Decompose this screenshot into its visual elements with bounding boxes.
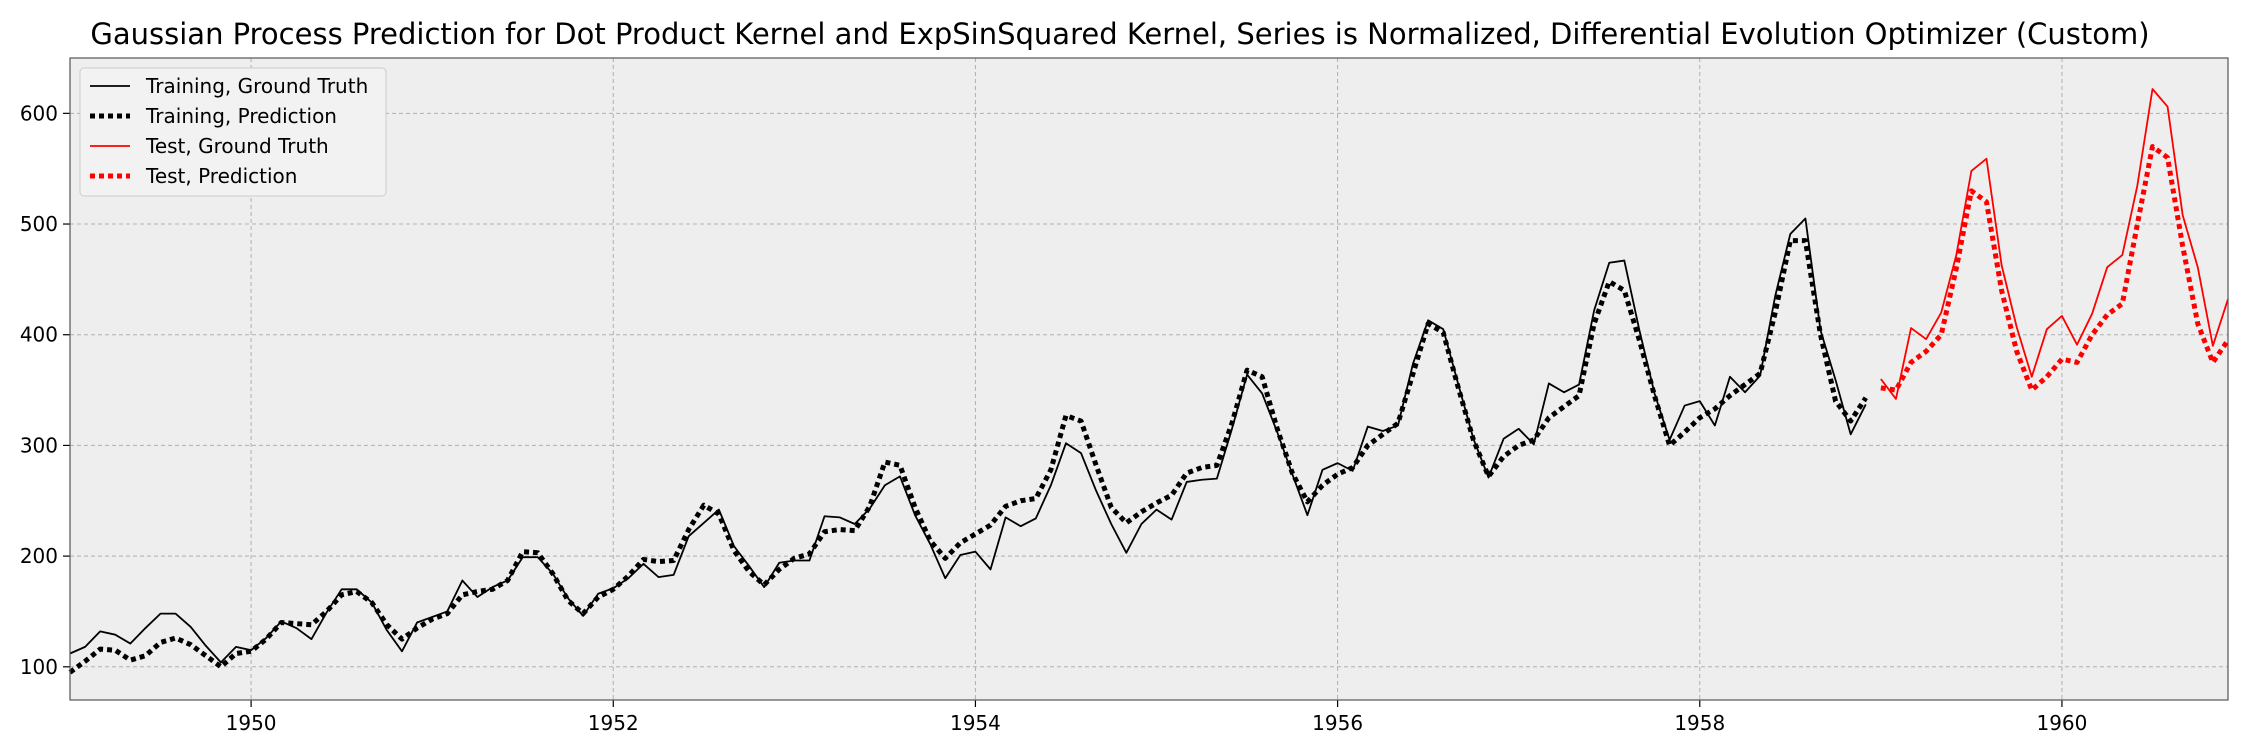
plot-frame — [69, 57, 2229, 701]
y-tick-label: 200 — [20, 544, 58, 568]
series-lines — [68, 88, 2231, 675]
x-tick-label: 1960 — [2036, 711, 2087, 735]
legend-box — [79, 67, 387, 197]
legend-label: Test, Prediction — [145, 164, 297, 188]
legend-label: Training, Ground Truth — [145, 74, 368, 98]
series-line-4 — [1880, 144, 2231, 393]
chart-title: Gaussian Process Prediction for Dot Prod… — [90, 17, 2149, 51]
x-tick-label: 1958 — [1674, 711, 1725, 735]
y-tick-label: 600 — [20, 101, 58, 125]
x-tick-label: 1956 — [1312, 711, 1363, 735]
plot-area — [70, 58, 2228, 700]
legend: Training, Ground Truth Training, Predicti… — [79, 67, 387, 197]
y-tick-label: 500 — [20, 212, 58, 236]
x-tick-label: 1954 — [950, 711, 1001, 735]
series-line-1 — [69, 217, 1867, 664]
x-tick-label: 1950 — [226, 711, 277, 735]
axis-ticks: 1950 1952 1954 1956 1958 1960 100 200 300 400 500 6… — [20, 101, 2088, 735]
y-tick-label: 400 — [20, 323, 58, 347]
x-tick-label: 1952 — [588, 711, 639, 735]
legend-label: Test, Ground Truth — [145, 134, 329, 158]
legend-label: Training, Prediction — [145, 104, 337, 128]
series-line-3 — [1880, 88, 2229, 400]
y-tick-label: 300 — [20, 433, 58, 457]
y-tick-label: 100 — [20, 655, 58, 679]
grid — [70, 58, 2228, 700]
